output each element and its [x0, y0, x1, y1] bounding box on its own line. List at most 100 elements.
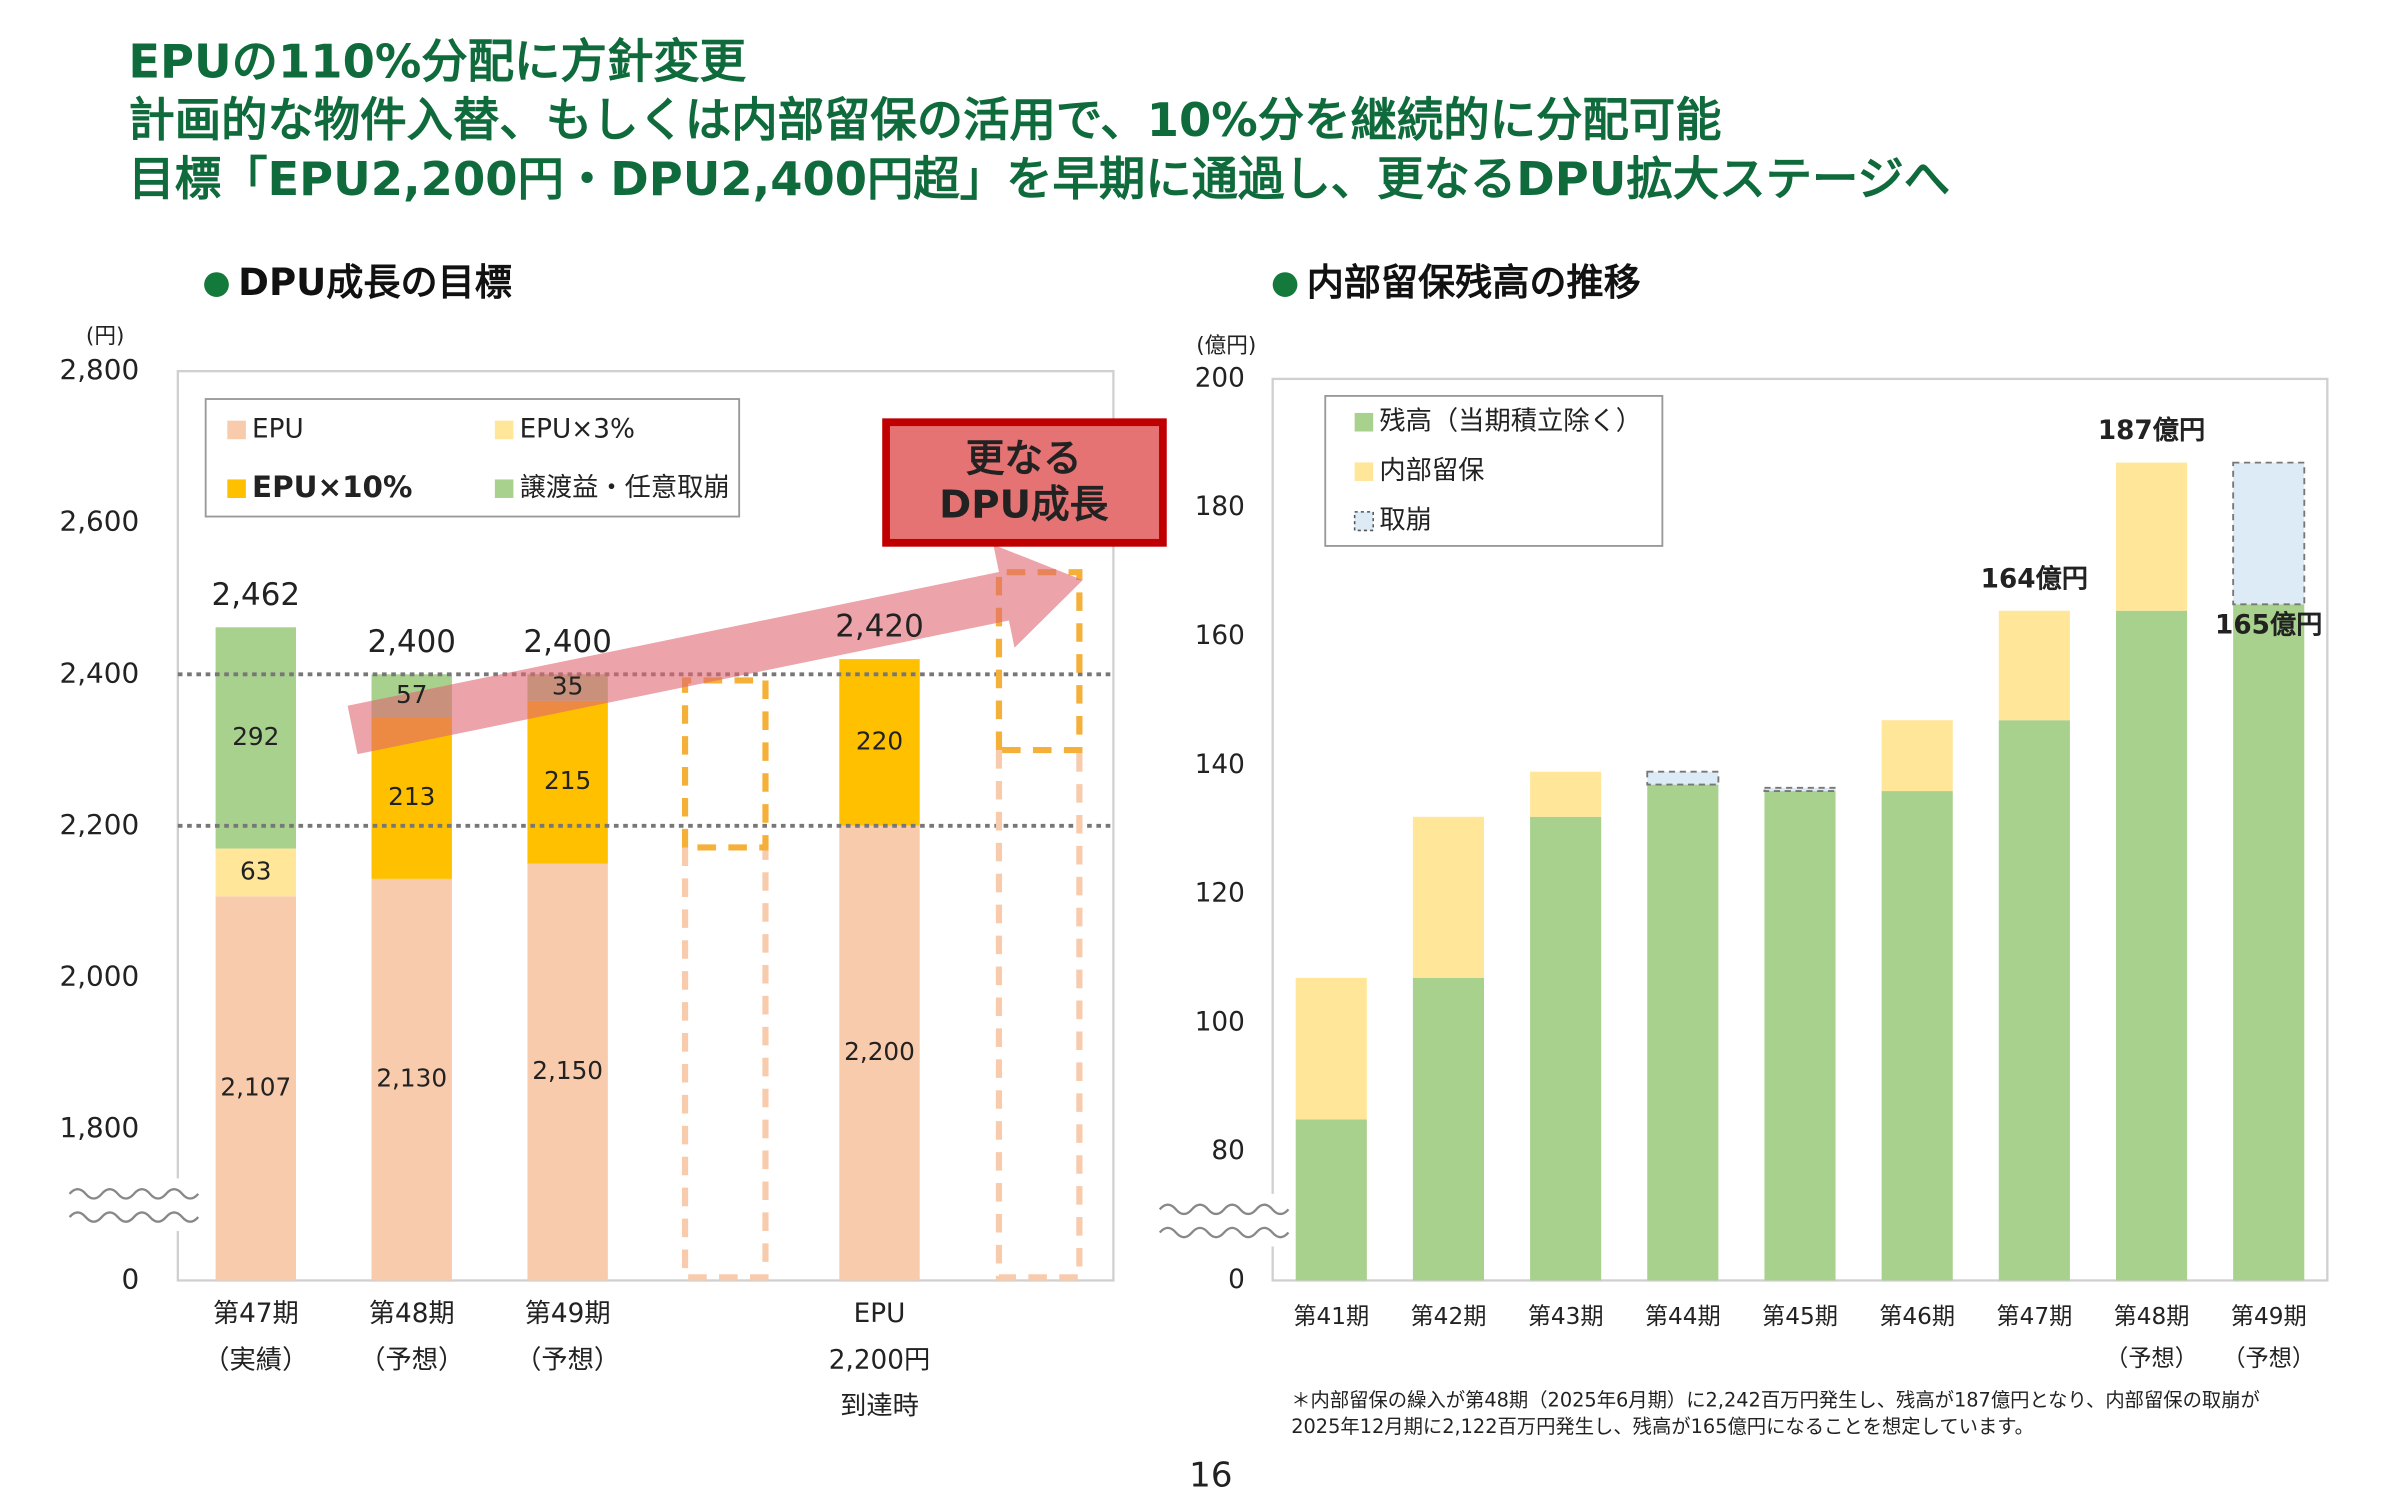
future-column: [681, 847, 769, 1281]
bar-segment: [1881, 791, 1953, 1281]
data-layer: [177, 461, 2306, 1281]
x-tick-label: （予想）: [359, 1345, 464, 1375]
footnote: 2025年12月期に2,122百万円発生し、残高が165億円になることを想定して…: [1291, 1415, 2034, 1438]
future-columns: [681, 569, 1083, 1281]
total-label: 2,420: [835, 609, 923, 645]
y-tick-label: 2,400: [60, 656, 140, 689]
break-mask: [1156, 1193, 1290, 1247]
legend-label: 取崩: [1379, 506, 1432, 536]
y-tick-label: 180: [1195, 492, 1245, 522]
x-tick-label: （実績）: [203, 1345, 308, 1375]
x-tick-label: EPU: [854, 1299, 906, 1329]
y-unit: (円): [86, 324, 125, 349]
total-label: 2,400: [523, 624, 611, 660]
legend-swatch: [1354, 462, 1374, 481]
legend-swatch: [227, 420, 246, 440]
legend-label: 内部留保: [1379, 456, 1484, 486]
x-tick-label: 第47期: [1996, 1303, 2072, 1330]
x-tick-label: 第41期: [1293, 1303, 1369, 1330]
data-label: 2,200: [844, 1037, 915, 1066]
data-label: 220: [856, 726, 903, 755]
y-tick-label: 140: [1195, 750, 1245, 780]
break-wave: [68, 1188, 200, 1200]
bar-segment: [1530, 771, 1602, 817]
y-tick-label: 2,200: [60, 808, 140, 841]
bar-segment: [839, 659, 920, 826]
annotation: DPU成長: [939, 483, 1108, 528]
x-tick-label: 2,200円: [829, 1345, 930, 1375]
future-column: [995, 569, 1083, 754]
x-tick-label: 第48期: [369, 1299, 455, 1329]
data-label: 215: [544, 766, 591, 795]
x-tick-label: 到達時: [840, 1392, 919, 1422]
bar-segment: [2233, 604, 2305, 1281]
data-label: 57: [396, 680, 427, 709]
bar-segment: [1412, 816, 1485, 978]
bar-segment: [215, 848, 297, 897]
bar-segment: [1295, 977, 1367, 1120]
y-tick-label: 0: [1228, 1265, 1245, 1295]
legend-swatch: [494, 479, 514, 498]
x-tick-label: （予想）: [2105, 1345, 2198, 1372]
bar-segment: [839, 825, 920, 1281]
x-tick-label: 第45期: [1762, 1303, 1838, 1330]
title-bullet: [204, 272, 229, 297]
annotation: 更なる: [966, 436, 1082, 481]
chart-title: DPU成長の目標: [238, 261, 512, 304]
bar-segment: [371, 878, 452, 1281]
future-column: [681, 677, 769, 851]
bar-segment: [215, 896, 297, 1281]
break-wave: [1158, 1203, 1290, 1216]
page-number: 16: [1189, 1455, 1232, 1495]
y-tick-label: 120: [1195, 879, 1245, 909]
legend-label: 残高（当期積立除く）: [1379, 407, 1642, 437]
y-tick-label: 2,600: [60, 505, 140, 538]
legend-label: EPU: [252, 414, 304, 444]
data-label: 292: [232, 722, 279, 751]
data-label: 2,107: [220, 1072, 291, 1101]
legend-box: [1324, 394, 1664, 547]
legend-label: EPU×3%: [520, 414, 635, 444]
y-tick-label: 80: [1211, 1136, 1244, 1166]
bar-segment: [1998, 720, 2070, 1281]
bar-segment: [1763, 786, 1837, 792]
data-label: 213: [388, 782, 435, 811]
x-tick-label: （予想）: [515, 1345, 620, 1375]
bar-segment: [1998, 610, 2070, 721]
legend-swatch: [1354, 412, 1374, 432]
x-tick-label: 第43期: [1528, 1303, 1604, 1330]
total-label: 2,462: [212, 577, 300, 613]
data-label: 2,130: [376, 1064, 447, 1093]
y-tick-label: 100: [1195, 1007, 1245, 1037]
y-tick-label: 2,000: [60, 959, 140, 992]
x-tick-label: （予想）: [2222, 1345, 2315, 1372]
annotation-box: [882, 418, 1167, 547]
x-tick-label: 第46期: [1879, 1303, 1955, 1330]
break-wave: [1158, 1226, 1290, 1239]
bar-segment: [2115, 462, 2188, 611]
break-wave: [68, 1211, 200, 1223]
bar-segment: [527, 700, 608, 864]
footnote: ＊内部留保の繰入が第48期（2025年6月期）に2,242百万円発生し、残高が1…: [1291, 1389, 2260, 1412]
y-tick-label: 160: [1195, 621, 1245, 651]
x-tick-label: 第44期: [1645, 1303, 1721, 1330]
arrow-shape: [347, 544, 1083, 755]
x-tick-label: 第48期: [2114, 1303, 2190, 1330]
x-tick-label: 第47期: [213, 1299, 299, 1329]
legend-label: 譲渡益・任意取崩: [520, 473, 730, 503]
total-label: 164億円: [1981, 564, 2088, 594]
bar-segment: [1412, 977, 1485, 1281]
break-mask: [68, 1178, 202, 1231]
title-bullet: [1272, 272, 1298, 297]
data-label: 2,150: [532, 1056, 603, 1085]
bar-segment: [1881, 720, 1953, 792]
y-tick-label: 200: [1195, 363, 1245, 393]
bar-segment: [527, 863, 608, 1281]
bar-segment: [2232, 461, 2306, 606]
legend-label: EPU×10%: [252, 470, 412, 504]
y-unit: (億円): [1196, 333, 1256, 358]
y-tick-label: 0: [121, 1262, 139, 1295]
bar-segment: [1646, 770, 1720, 786]
